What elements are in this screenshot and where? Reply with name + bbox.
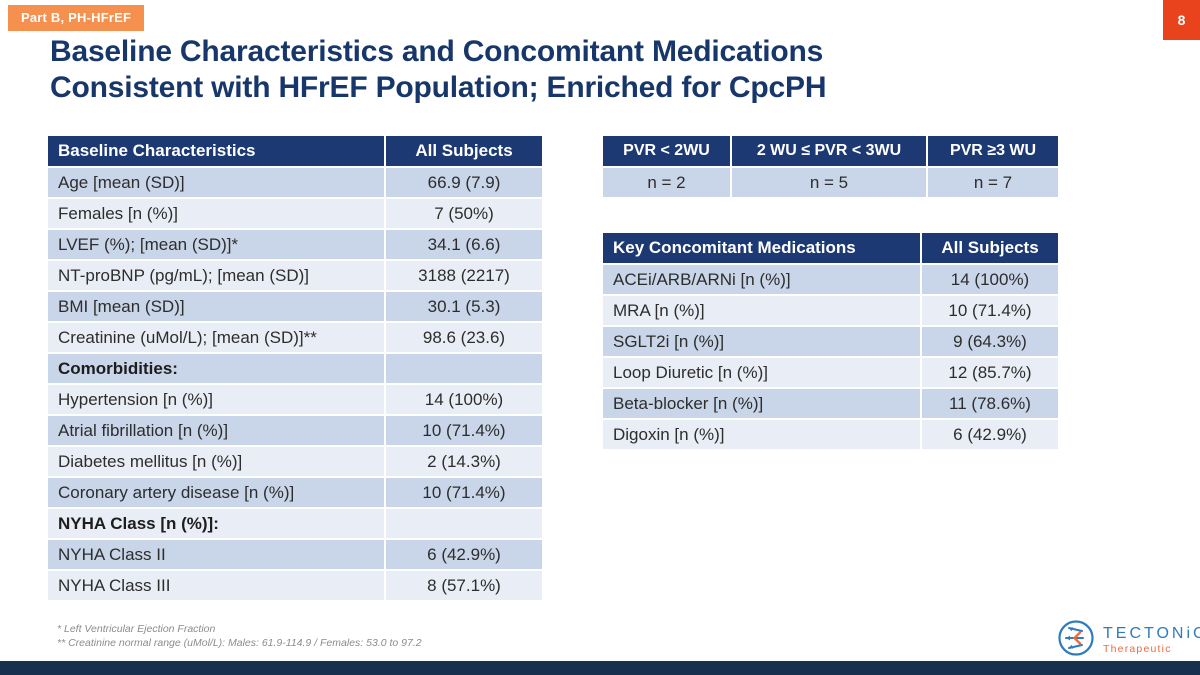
table-row: NYHA Class II 6 (42.9%) xyxy=(48,540,542,569)
row-value: 30.1 (5.3) xyxy=(386,292,542,321)
meds-header-label: Key Concomitant Medications xyxy=(603,233,920,263)
table-row: ACEi/ARB/ARNi [n (%)] 14 (100%) xyxy=(603,265,1058,294)
table-row: SGLT2i [n (%)] 9 (64.3%) xyxy=(603,327,1058,356)
table-row: MRA [n (%)] 10 (71.4%) xyxy=(603,296,1058,325)
pvr-n-1: n = 2 xyxy=(603,168,730,197)
page-number-badge: 8 xyxy=(1163,0,1200,40)
row-value: 2 (14.3%) xyxy=(386,447,542,476)
table-row: Coronary artery disease [n (%)] 10 (71.4… xyxy=(48,478,542,507)
tectonic-logo-icon xyxy=(1056,618,1096,663)
row-value: 8 (57.1%) xyxy=(386,571,542,600)
tectonic-logo-text: TECTONiC Therapeutic xyxy=(1103,626,1200,655)
row-value xyxy=(386,354,542,383)
row-label: Atrial fibrillation [n (%)] xyxy=(48,416,384,445)
footnote-lvef: * Left Ventricular Ejection Fraction xyxy=(57,623,216,635)
table-section-row: Comorbidities: xyxy=(48,354,542,383)
row-label: NT-proBNP (pg/mL); [mean (SD)] xyxy=(48,261,384,290)
slide-title: Baseline Characteristics and Concomitant… xyxy=(50,34,826,106)
row-value: 66.9 (7.9) xyxy=(386,168,542,197)
row-label: Age [mean (SD)] xyxy=(48,168,384,197)
tectonic-logo: TECTONiC Therapeutic xyxy=(1056,618,1200,663)
pvr-header-2: 2 WU ≤ PVR < 3WU xyxy=(732,136,926,166)
table-row: NYHA Class III 8 (57.1%) xyxy=(48,571,542,600)
row-value: 10 (71.4%) xyxy=(922,296,1058,325)
baseline-characteristics-table: Baseline Characteristics All Subjects Ag… xyxy=(46,134,544,602)
table-header-row: PVR < 2WU 2 WU ≤ PVR < 3WU PVR ≥3 WU xyxy=(603,136,1058,166)
row-label: Beta-blocker [n (%)] xyxy=(603,389,920,418)
table-row: Age [mean (SD)] 66.9 (7.9) xyxy=(48,168,542,197)
table-row: BMI [mean (SD)] 30.1 (5.3) xyxy=(48,292,542,321)
row-label: Digoxin [n (%)] xyxy=(603,420,920,449)
row-value: 6 (42.9%) xyxy=(386,540,542,569)
tectonic-logo-name: TECTONiC xyxy=(1103,625,1200,643)
page-number: 8 xyxy=(1177,12,1186,28)
row-value: 10 (71.4%) xyxy=(386,416,542,445)
table-row: Diabetes mellitus [n (%)] 2 (14.3%) xyxy=(48,447,542,476)
row-value: 12 (85.7%) xyxy=(922,358,1058,387)
part-badge: Part B, PH-HFrEF xyxy=(8,5,145,31)
table-row: Loop Diuretic [n (%)] 12 (85.7%) xyxy=(603,358,1058,387)
table-row: NT-proBNP (pg/mL); [mean (SD)] 3188 (221… xyxy=(48,261,542,290)
pvr-header-3: PVR ≥3 WU xyxy=(928,136,1058,166)
table-row: Females [n (%)] 7 (50%) xyxy=(48,199,542,228)
row-label: Females [n (%)] xyxy=(48,199,384,228)
table-row: Atrial fibrillation [n (%)] 10 (71.4%) xyxy=(48,416,542,445)
row-label: Diabetes mellitus [n (%)] xyxy=(48,447,384,476)
row-value: 14 (100%) xyxy=(922,265,1058,294)
row-value: 14 (100%) xyxy=(386,385,542,414)
table-section-row: NYHA Class [n (%)]: xyxy=(48,509,542,538)
tectonic-logo-subtitle: Therapeutic xyxy=(1103,643,1172,656)
row-label: ACEi/ARB/ARNi [n (%)] xyxy=(603,265,920,294)
row-label: Coronary artery disease [n (%)] xyxy=(48,478,384,507)
pvr-n-2: n = 5 xyxy=(732,168,926,197)
row-label: Creatinine (uMol/L); [mean (SD)]** xyxy=(48,323,384,352)
row-value: 11 (78.6%) xyxy=(922,389,1058,418)
table-row: Creatinine (uMol/L); [mean (SD)]** 98.6 … xyxy=(48,323,542,352)
concomitant-medications-table: Key Concomitant Medications All Subjects… xyxy=(601,231,1060,451)
row-label: Hypertension [n (%)] xyxy=(48,385,384,414)
pvr-n-3: n = 7 xyxy=(928,168,1058,197)
row-value: 34.1 (6.6) xyxy=(386,230,542,259)
row-value xyxy=(386,509,542,538)
table-header-row: Baseline Characteristics All Subjects xyxy=(48,136,542,166)
table-header-row: Key Concomitant Medications All Subjects xyxy=(603,233,1058,263)
row-value: 10 (71.4%) xyxy=(386,478,542,507)
meds-header-value: All Subjects xyxy=(922,233,1058,263)
footer-bar xyxy=(0,661,1200,675)
baseline-header-value: All Subjects xyxy=(386,136,542,166)
table-row: LVEF (%); [mean (SD)]* 34.1 (6.6) xyxy=(48,230,542,259)
row-value: 6 (42.9%) xyxy=(922,420,1058,449)
table-row: Digoxin [n (%)] 6 (42.9%) xyxy=(603,420,1058,449)
row-label: Loop Diuretic [n (%)] xyxy=(603,358,920,387)
row-value: 3188 (2217) xyxy=(386,261,542,290)
slide-title-line2: Consistent with HFrEF Population; Enrich… xyxy=(50,71,827,104)
table-row: Hypertension [n (%)] 14 (100%) xyxy=(48,385,542,414)
row-label: LVEF (%); [mean (SD)]* xyxy=(48,230,384,259)
row-value: 98.6 (23.6) xyxy=(386,323,542,352)
slide-title-line1: Baseline Characteristics and Concomitant… xyxy=(50,35,824,68)
pvr-header-1: PVR < 2WU xyxy=(603,136,730,166)
table-row: Beta-blocker [n (%)] 11 (78.6%) xyxy=(603,389,1058,418)
row-label: NYHA Class [n (%)]: xyxy=(48,509,384,538)
row-value: 7 (50%) xyxy=(386,199,542,228)
row-label: Comorbidities: xyxy=(48,354,384,383)
table-row: n = 2 n = 5 n = 7 xyxy=(603,168,1058,197)
row-label: MRA [n (%)] xyxy=(603,296,920,325)
footnotes: * Left Ventricular Ejection Fraction ** … xyxy=(57,622,422,650)
baseline-header-label: Baseline Characteristics xyxy=(48,136,384,166)
row-value: 9 (64.3%) xyxy=(922,327,1058,356)
row-label: BMI [mean (SD)] xyxy=(48,292,384,321)
row-label: NYHA Class III xyxy=(48,571,384,600)
pvr-subgroup-table: PVR < 2WU 2 WU ≤ PVR < 3WU PVR ≥3 WU n =… xyxy=(601,134,1060,199)
footnote-creatinine: ** Creatinine normal range (uMol/L): Mal… xyxy=(57,637,422,649)
row-label: NYHA Class II xyxy=(48,540,384,569)
row-label: SGLT2i [n (%)] xyxy=(603,327,920,356)
